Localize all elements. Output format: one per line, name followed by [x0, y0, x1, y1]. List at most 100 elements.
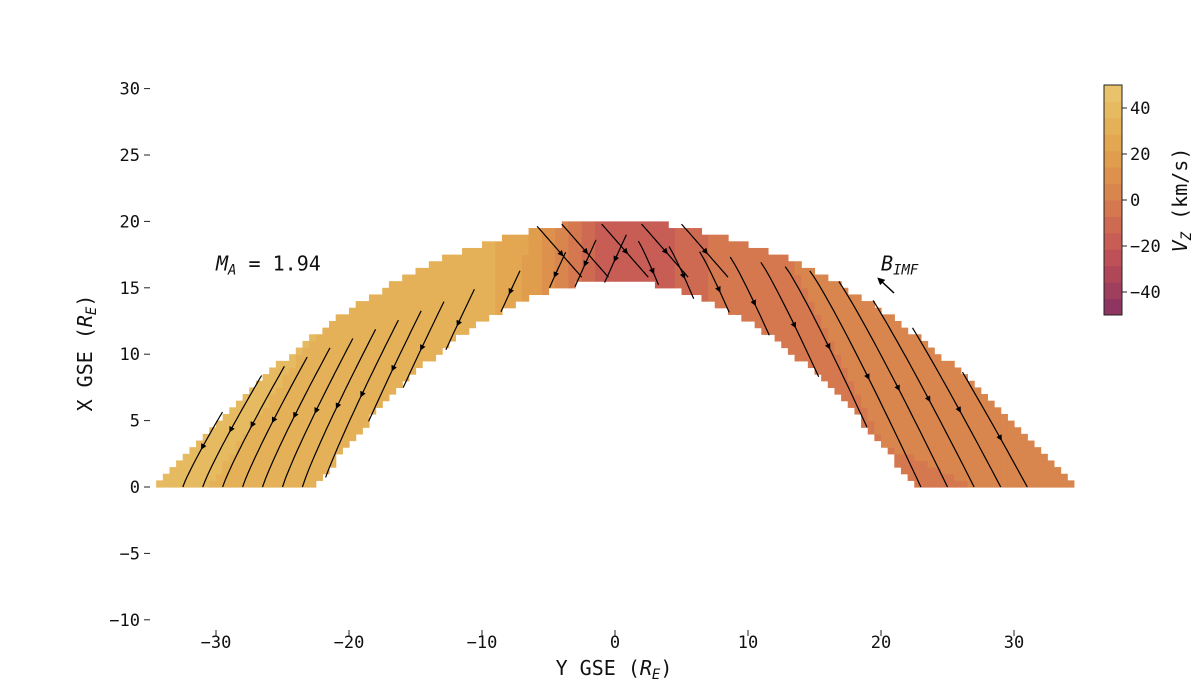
heatmap-cell — [428, 340, 437, 349]
heatmap-cell — [349, 321, 357, 329]
heatmap-cell — [575, 261, 583, 269]
heatmap-cell — [176, 473, 184, 481]
heatmap-cell — [289, 440, 297, 448]
heatmap-cell — [561, 261, 570, 269]
heatmap-cell — [329, 420, 337, 428]
heatmap-cell — [249, 427, 257, 435]
heatmap-cell — [900, 334, 909, 342]
heatmap-cell — [561, 274, 570, 282]
heatmap-cell — [342, 360, 350, 369]
heatmap-cell — [821, 307, 829, 315]
heatmap-cell — [960, 453, 969, 462]
heatmap-cell — [408, 274, 417, 282]
heatmap-cell — [734, 287, 742, 296]
heatmap-cell — [315, 413, 323, 422]
heatmap-cell — [834, 307, 842, 315]
heatmap-cell — [774, 261, 782, 269]
heatmap-cell — [967, 473, 975, 481]
heatmap-cell — [861, 387, 869, 395]
heatmap-cell — [422, 307, 430, 315]
heatmap-cell — [216, 480, 224, 488]
heatmap-cell — [269, 480, 277, 488]
heatmap-cell — [847, 380, 855, 388]
heatmap-cell — [821, 274, 829, 282]
heatmap-cell — [482, 274, 490, 282]
heatmap-cell — [196, 460, 204, 468]
heatmap-cell — [262, 400, 270, 408]
heatmap-cell — [954, 440, 962, 448]
heatmap-cell — [834, 367, 842, 375]
heatmap-cell — [947, 473, 955, 481]
heatmap-cell — [442, 307, 450, 315]
heatmap-cell — [169, 467, 177, 475]
heatmap-cell — [947, 360, 955, 369]
heatmap-cell — [881, 354, 889, 362]
heatmap-cell — [255, 413, 264, 422]
heatmap-cell — [468, 287, 476, 296]
heatmap-cell — [209, 473, 217, 481]
heatmap-cell — [408, 321, 417, 329]
colorbar-tick-label: 20 — [1130, 145, 1150, 165]
heatmap-cell — [920, 447, 929, 455]
heatmap-cell — [309, 473, 317, 481]
heatmap-cell — [827, 360, 836, 369]
heatmap-cell — [388, 387, 397, 395]
heatmap-cell — [302, 400, 310, 408]
heatmap-cell — [900, 400, 909, 408]
streamline-arrow — [581, 247, 589, 255]
heatmap-cell — [980, 400, 988, 408]
heatmap-cell — [847, 360, 855, 369]
heatmap-cell — [827, 380, 836, 388]
heatmap-cell — [854, 394, 862, 402]
heatmap-cell — [262, 394, 270, 402]
heatmap-cell — [787, 347, 796, 355]
heatmap-cell — [867, 427, 875, 435]
heatmap-cell — [994, 460, 1002, 468]
heatmap-cell — [900, 387, 909, 395]
heatmap-cell — [448, 274, 456, 282]
heatmap-cell — [668, 234, 676, 242]
heatmap-cell — [249, 440, 257, 448]
heatmap-cell — [169, 473, 177, 481]
heatmap-cell — [847, 321, 855, 329]
heatmap-cell — [814, 367, 822, 375]
heatmap-cell — [861, 380, 869, 388]
heatmap-cell — [754, 267, 762, 276]
heatmap-cell — [495, 307, 503, 315]
heatmap-cell — [887, 360, 895, 369]
heatmap-cell — [302, 467, 310, 475]
heatmap-cell — [628, 274, 636, 282]
heatmap-cell — [994, 413, 1002, 422]
heatmap-cell — [455, 327, 463, 335]
heatmap-cell — [309, 427, 317, 435]
heatmap-cell — [947, 447, 955, 455]
heatmap-cell — [255, 433, 264, 442]
colorbar-segment — [1104, 117, 1122, 135]
heatmap-cell — [362, 360, 370, 369]
heatmap-cell — [781, 294, 789, 302]
heatmap-cell — [349, 374, 357, 382]
heatmap-cell — [402, 314, 410, 322]
heatmap-cell — [368, 400, 377, 408]
heatmap-cell — [894, 374, 902, 382]
heatmap-cell — [388, 347, 397, 355]
heatmap-cell — [515, 247, 523, 256]
heatmap-cell — [947, 400, 955, 408]
streamline-arrow — [924, 393, 931, 403]
heatmap-cell — [295, 360, 304, 369]
heatmap-cell — [701, 294, 709, 302]
heatmap-cell — [681, 281, 689, 289]
heatmap-cell — [535, 234, 543, 242]
heatmap-cell — [222, 427, 230, 435]
y-tick-label: 5 — [130, 412, 140, 432]
heatmap-cell — [807, 287, 816, 296]
heatmap-cell — [894, 327, 902, 335]
heatmap-cell — [382, 321, 390, 329]
heatmap-cell — [628, 247, 636, 256]
heatmap-cell — [634, 267, 643, 276]
heatmap-cell — [488, 294, 496, 302]
heatmap-cell — [708, 247, 716, 256]
heatmap-cell — [1000, 427, 1008, 435]
heatmap-cell — [721, 261, 729, 269]
